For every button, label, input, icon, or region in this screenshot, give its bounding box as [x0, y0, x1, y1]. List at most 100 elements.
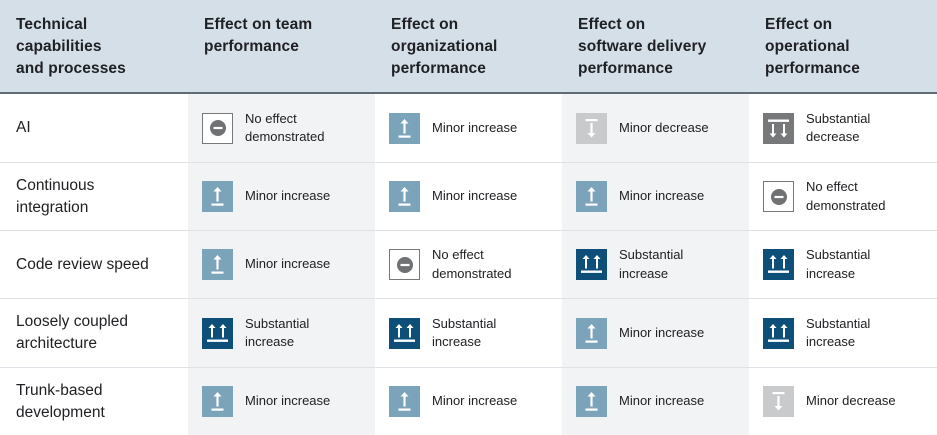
effect-label: Substantial increase [619, 246, 683, 283]
text-line: Effect on [765, 16, 833, 33]
text-line: integration [16, 198, 89, 216]
text-line: increase [806, 334, 856, 349]
no-effect-icon [202, 112, 233, 144]
text-line: performance [578, 60, 673, 77]
effect-label: Substantial increase [806, 246, 870, 283]
text-line: No effect [245, 110, 297, 126]
text-line: Minor increase [432, 119, 518, 135]
text-line: performance [391, 60, 486, 77]
effect-label: Minor increase [619, 324, 704, 343]
row-label-text: AI [16, 117, 31, 139]
effect-label: Minor increase [619, 187, 704, 206]
text-line: Minor decrease [619, 119, 709, 135]
text-line: demonstrated [432, 265, 512, 281]
substantial-decrease-icon [763, 112, 794, 144]
row-label-text: Loosely coupled architecture [16, 311, 128, 355]
effect-label: Substantial increase [806, 315, 870, 352]
minor-increase-icon [202, 249, 233, 280]
text-line: Substantial [806, 315, 871, 331]
text-line: performance [765, 60, 860, 77]
no-effect-icon [763, 181, 794, 212]
text-line: Substantial [245, 315, 310, 331]
effect-cell: Substantial increase [188, 299, 375, 368]
minor-increase-icon [389, 112, 420, 144]
text-line: software delivery [578, 38, 707, 55]
text-line: Effect on team [204, 16, 313, 33]
effect-cell: Minor increase [188, 368, 375, 435]
effect-label: Minor decrease [806, 392, 896, 411]
row-header-title: Technical capabilities and processes [0, 0, 188, 94]
effect-label: Minor increase [432, 392, 517, 411]
text-line: Minor increase [245, 188, 331, 204]
effect-cell: Minor decrease [749, 368, 937, 435]
effect-cell: No effect demonstrated [375, 231, 562, 299]
text-line: Technical [16, 16, 88, 33]
substantial-increase-icon [389, 317, 420, 349]
effect-cell: No effect demonstrated [188, 94, 375, 163]
effect-label: Minor decrease [619, 119, 709, 138]
effect-cell: Substantial decrease [749, 94, 937, 163]
text-line: increase [432, 334, 482, 349]
text-line: operational [765, 38, 850, 55]
row-label: Trunk-based development [0, 368, 188, 435]
text-line: Substantial [806, 110, 871, 126]
text-line: Minor increase [432, 188, 518, 204]
effect-cell: Substantial increase [749, 299, 937, 368]
row-label: Code review speed [0, 231, 188, 299]
minor-increase-icon [576, 386, 607, 417]
text-line: demonstrated [806, 197, 886, 213]
effect-label: Minor increase [245, 392, 330, 411]
effect-cell: Minor increase [562, 299, 749, 368]
effect-label: Minor increase [432, 119, 517, 138]
minor-increase-icon [389, 181, 420, 212]
effect-label: Minor increase [245, 187, 330, 206]
row-label-text: Code review speed [16, 254, 149, 276]
text-line: capabilities [16, 38, 102, 55]
minor-increase-icon [576, 317, 607, 349]
minor-increase-icon [576, 181, 607, 212]
text-line: development [16, 403, 105, 421]
column-header: Effect on team performance [188, 0, 375, 94]
text-line: Continuous [16, 176, 95, 194]
text-line: increase [806, 265, 856, 281]
text-line: demonstrated [245, 129, 325, 144]
text-line: increase [619, 265, 669, 281]
column-header: Effect on software delivery performance [562, 0, 749, 94]
effect-cell: Minor increase [188, 231, 375, 299]
effect-cell: Minor increase [562, 368, 749, 435]
minor-decrease-icon [576, 112, 607, 144]
text-line: Minor decrease [806, 393, 896, 409]
effect-label: Substantial increase [432, 315, 496, 352]
effect-label: Substantial increase [245, 315, 309, 352]
effect-cell: Minor increase [188, 163, 375, 231]
text-line: Minor increase [432, 393, 518, 409]
text-line: Trunk-based [16, 381, 103, 399]
effect-label: No effect demonstrated [806, 178, 886, 215]
text-line: Effect on [391, 16, 459, 33]
text-line: Substantial [619, 247, 684, 262]
text-line: increase [245, 334, 295, 349]
effect-label: Substantial decrease [806, 110, 870, 147]
effect-cell: Minor increase [562, 163, 749, 231]
text-line: Minor increase [619, 393, 705, 409]
text-line: Substantial [806, 247, 871, 262]
minor-increase-icon [389, 386, 420, 417]
text-line: Effect on [578, 16, 646, 33]
text-line: performance [204, 38, 299, 55]
text-line: Minor increase [245, 393, 331, 409]
text-line: No effect [432, 247, 484, 262]
effect-cell: Minor decrease [562, 94, 749, 163]
effect-cell: Minor increase [375, 368, 562, 435]
row-label: Loosely coupled architecture [0, 299, 188, 368]
effect-cell: Substantial increase [562, 231, 749, 299]
text-line: and processes [16, 60, 126, 77]
text-line: Code review speed [16, 255, 149, 273]
minor-decrease-icon [763, 386, 794, 417]
effect-label: Minor increase [245, 255, 330, 274]
effect-cell: Substantial increase [375, 299, 562, 368]
effect-cell: Minor increase [375, 163, 562, 231]
effect-cell: No effect demonstrated [749, 163, 937, 231]
text-line: No effect [806, 179, 858, 194]
column-header: Effect on organizational performance [375, 0, 562, 94]
